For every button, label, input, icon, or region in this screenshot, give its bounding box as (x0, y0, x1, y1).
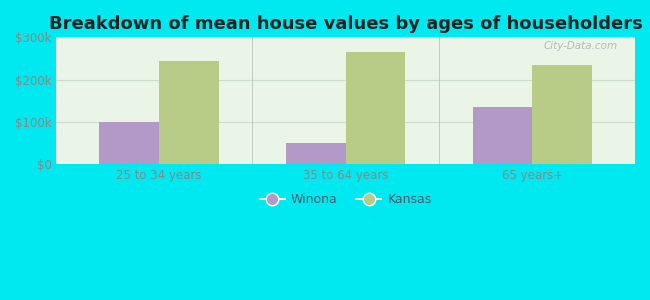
Bar (99, 122, 159, 164)
Bar (473, 107, 532, 164)
Legend: Winona, Kansas: Winona, Kansas (255, 188, 437, 211)
Bar (532, 65, 592, 164)
Bar (159, 61, 219, 164)
Text: City-Data.com: City-Data.com (543, 41, 618, 51)
Title: Breakdown of mean house values by ages of householders: Breakdown of mean house values by ages o… (49, 15, 643, 33)
Bar (346, 52, 406, 164)
Bar (286, 143, 346, 164)
